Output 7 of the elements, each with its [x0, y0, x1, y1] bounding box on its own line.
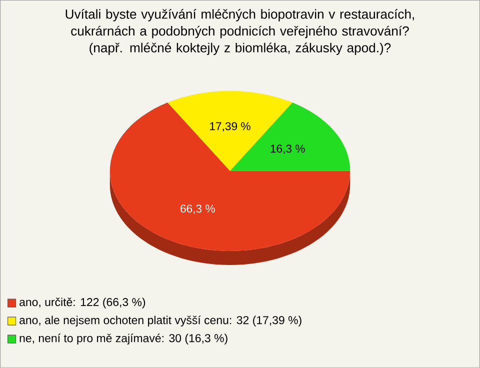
- data-label: 16,3 %: [270, 144, 305, 154]
- legend-label: ne, není to pro mě zajímavé: 30 (16,3 %): [20, 334, 228, 345]
- legend-label: ano, určitě: 122 (66,3 %): [20, 298, 146, 308]
- data-label: 66,3 %: [180, 204, 215, 214]
- legend-label: ano, ale nejsem ochoten platit vyšší cenu: 32 (17,39 %): [20, 316, 302, 327]
- data-label: 17,39 %: [210, 122, 250, 132]
- chart-title: Uvítali byste využívání mléčných biopotravin v restauracích, cukrárnách a podobných podnicích veřejného stravování? (např. mléčné koktejly z biomléka, zákusky apod.)?: [66, 9, 414, 56]
